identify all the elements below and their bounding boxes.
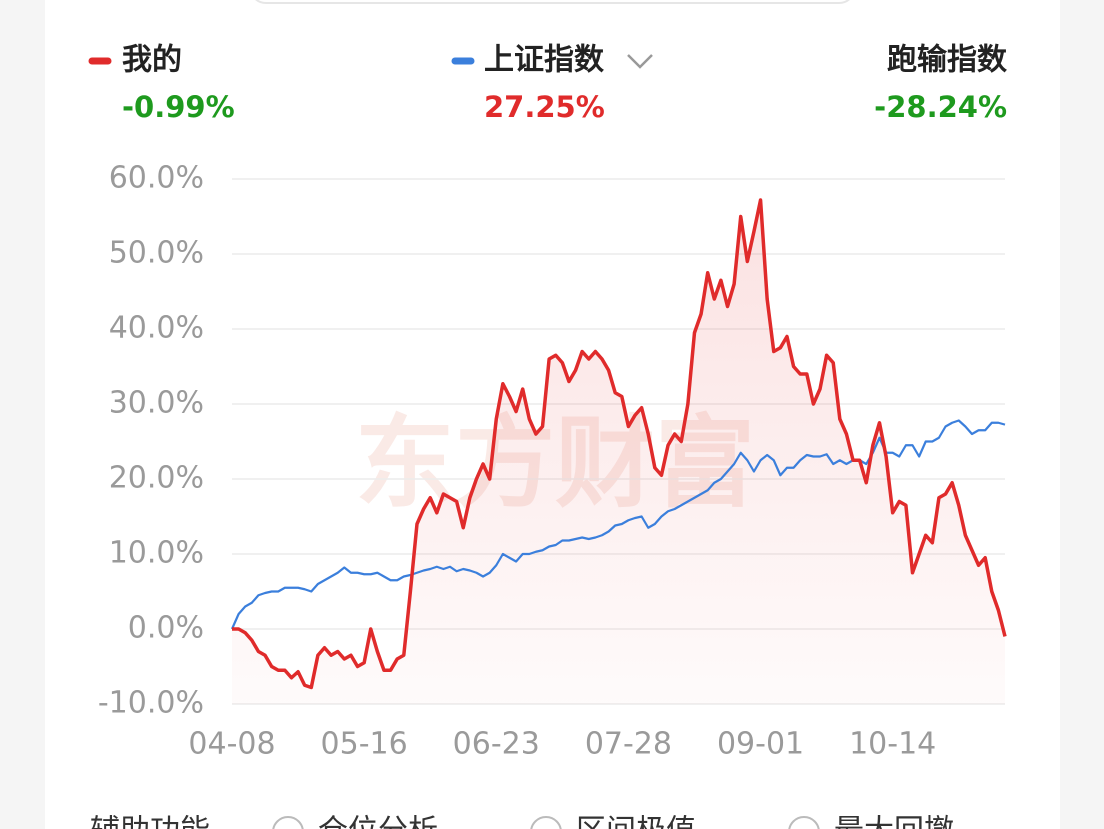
footer-title: 辅助功能 (90, 814, 210, 829)
dropdown-chevron[interactable] (627, 54, 653, 69)
y-tick-label: 20.0% (109, 461, 204, 496)
y-tick-label: 40.0% (109, 311, 204, 346)
legend: 我的 上证指数 跑输指数 -0.99% 27.25% -28.24% (88, 43, 1008, 124)
return-value: -0.99% (122, 90, 235, 124)
excess-value: -28.24% (874, 90, 1007, 124)
radio[interactable] (788, 816, 820, 829)
footer: 辅助功能 仓位分析 区间极值 最大回撤 (90, 814, 954, 829)
radio[interactable] (530, 816, 562, 829)
plot: -10.0% 0.0% 10.0% 20.0% 30.0% 40.0% 50.0% 60.0%… (98, 161, 1007, 762)
series-line (232, 198, 1007, 690)
excess-label: 跑输指数 (887, 43, 1008, 78)
x-tick-label: 05-16 (321, 727, 408, 762)
y-tick-label: 60.0% (109, 161, 204, 196)
footer-option[interactable]: 仓位分析 (318, 814, 438, 829)
area (232, 200, 1005, 704)
y-tick-label: -10.0% (98, 686, 204, 721)
radio[interactable] (272, 816, 304, 829)
y-tick-label: 10.0% (109, 536, 204, 571)
y-tick-label: 30.0% (109, 386, 204, 421)
x-tick-label: 06-23 (453, 727, 540, 762)
x-tick-label: 04-08 (188, 727, 275, 762)
segmented-control[interactable] (250, 0, 855, 4)
x-tick-label: 10-14 (849, 727, 936, 762)
x-tick-label: 07-28 (585, 727, 672, 762)
footer-option[interactable]: 区间极值 (576, 814, 696, 829)
footer-option[interactable]: 最大回撤 (834, 814, 954, 829)
y-tick-label: 50.0% (109, 236, 204, 271)
legend-label[interactable]: 上证指数 (484, 43, 605, 78)
series-line (230, 419, 1006, 630)
y-tick-label: 0.0% (128, 611, 204, 646)
x-tick-label: 09-01 (717, 727, 804, 762)
return-value: 27.25% (484, 90, 605, 124)
legend-label: 我的 (122, 43, 182, 78)
